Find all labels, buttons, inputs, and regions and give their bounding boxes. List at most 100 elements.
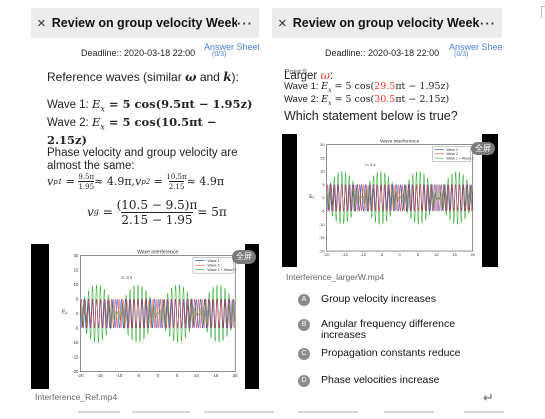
chart-annotation: t= 3 s (121, 275, 132, 280)
phase-velocity-text: Phase velocity and group velocity are al… (47, 147, 238, 172)
y-tick-label: -10 (72, 340, 79, 345)
edge-bracket-mark (541, 6, 545, 18)
right-deadline: Deadline:: 2020-03-18 22:00 (325, 48, 440, 58)
return-arrow-icon: ↵ (483, 390, 494, 405)
right-video-caption: Interference_largerW.mp4 (286, 272, 385, 282)
bottom-dashes (0, 405, 545, 419)
right-title-bar: × Review on group velocity Week 2 ··· (272, 8, 502, 38)
x-tick-label: 10 (434, 252, 439, 257)
x-tick-label: -20 (324, 252, 331, 257)
option-c[interactable]: C Propagation constants reduce (298, 348, 488, 360)
right-answer-sheet-link[interactable]: Answer Sheet (449, 42, 502, 52)
more-options-icon[interactable]: ··· (480, 15, 496, 31)
close-icon[interactable]: × (278, 14, 287, 32)
right-wave2-equation: Wave 2: Ex = 5 cos(30.5πt − 2.15z) (284, 94, 450, 108)
y-tick-label: 5 (322, 182, 325, 187)
right-fullscreen-button[interactable]: 全屏 (471, 142, 495, 155)
y-tick-label: -10 (319, 222, 326, 227)
points-label: Point:5 (285, 69, 307, 76)
option-letter: B (298, 319, 310, 331)
left-fullscreen-button[interactable]: 全屏 (232, 250, 256, 264)
legend-entry: Wave 1 (446, 148, 458, 152)
y-tick-label: -15 (72, 355, 79, 360)
x-tick-label: 15 (213, 373, 218, 378)
larger-omega-heading: Point:5 Larger ω: (284, 68, 334, 82)
left-video-caption: Interference_Ref.mp4 (35, 392, 118, 402)
option-b[interactable]: B Angular frequency difference increases (298, 319, 488, 341)
chart-title: Wave interference (380, 139, 420, 145)
more-options-icon[interactable]: ··· (237, 15, 253, 31)
question-text: Which statement below is true? (284, 108, 458, 123)
option-letter: D (298, 375, 310, 387)
x-tick-label: -5 (380, 252, 384, 257)
y-tick-label: 20 (320, 142, 325, 147)
wave1-equation: Wave 1: Ex = 5 cos(9.5πt − 1.95z) (47, 97, 253, 114)
option-text: Phase velocities increase (321, 374, 440, 386)
y-axis-label: Eₓ (309, 194, 314, 200)
right-page-title: Review on group velocity Week 2 (292, 16, 480, 30)
left-title-bar: × Review on group velocity Week 2 ··· (31, 8, 259, 38)
y-tick-label: -20 (319, 248, 326, 253)
y-tick-label: 5 (76, 297, 79, 302)
x-tick-label: -15 (97, 373, 104, 378)
right-answer-count: (0/3) (454, 51, 469, 58)
left-plot-area: Wave interference -20 -15 -10 -5 0 5 10 15 20 20 15… (49, 244, 245, 389)
y-tick-label: 15 (74, 268, 79, 273)
left-question-panel: × Review on group velocity Week 2 ··· De… (31, 8, 259, 403)
x-tick-label: 20 (233, 373, 238, 378)
option-text: Angular frequency difference increases (321, 318, 456, 341)
x-tick-label: 20 (470, 252, 475, 257)
right-plot-area: Wave interference -20 -15 -10 -5 0 5 10 15 20 20 15… (297, 134, 482, 267)
chart-annotation: t= 3 s (365, 162, 375, 167)
legend-entry: Wave 1 (207, 259, 219, 263)
left-deadline-row: Deadline:: 2020-03-18 22:00 Answer Sheet… (31, 38, 259, 60)
y-tick-label: -15 (319, 235, 326, 240)
y-axis-label: Eₓ (62, 310, 68, 316)
x-tick-label: -20 (77, 373, 84, 378)
x-tick-label: 5 (176, 373, 179, 378)
chart-title: Wave interference (137, 250, 178, 256)
left-content: Reference waves (similar ω and k): Wave … (31, 70, 259, 228)
right-wave1-equation: Wave 1: Ex = 5 cos(29.5πt − 1.95z) (284, 81, 450, 94)
x-tick-label: -5 (137, 373, 141, 378)
legend-entry: Wave 1 + Wave 2 (207, 268, 236, 272)
x-tick-label: 5 (417, 252, 420, 257)
left-page-title: Review on group velocity Week 2 (51, 16, 237, 30)
x-tick-label: -15 (342, 252, 349, 257)
y-tick-label: 0 (322, 195, 325, 200)
right-question-panel: × Review on group velocity Week 2 ··· De… (272, 8, 502, 390)
phase-velocity-equation: v p1 = 9.5π 1.95 ≈ 4.9π, v p2 = 10.5π 2.15 ≈… (47, 173, 225, 192)
intro-text: Reference waves (similar ω and k): (47, 70, 239, 84)
option-letter: A (298, 294, 310, 306)
right-video-player[interactable]: Wave interference -20 -15 -10 -5 0 5 10 15 20 20 15… (282, 134, 498, 267)
right-wave-chart: Wave interference -20 -15 -10 -5 0 5 10 15 20 20 15… (309, 139, 475, 257)
legend-entry: Wave 1 + Wave 2 (446, 156, 473, 160)
option-text: Group velocity increases (321, 293, 436, 305)
left-wave-chart: Wave interference -20 -15 -10 -5 0 5 10 15 20 20 15… (62, 250, 238, 378)
right-deadline-row: Deadline:: 2020-03-18 22:00 Answer Sheet… (272, 38, 502, 60)
option-d[interactable]: D Phase velocities increase (298, 375, 488, 387)
option-a[interactable]: A Group velocity increases (298, 294, 488, 306)
left-answer-count: (0/3) (212, 51, 227, 58)
legend-entry: Wave 2 (446, 152, 458, 156)
y-tick-label: -5 (321, 208, 325, 213)
y-tick-label: 20 (74, 253, 79, 258)
series-line-wave-2 (80, 298, 236, 330)
legend-box (192, 257, 234, 274)
left-answer-sheet-link[interactable]: Answer Sheet (204, 42, 259, 52)
wave2-equation: Wave 2: Ex = 5 cos(10.5πt − 2.15z) (47, 114, 217, 147)
series-line-wave-2 (326, 183, 473, 213)
right-content: Point:5 Larger ω: Wave 1: Ex = 5 cos(29.… (284, 68, 498, 123)
left-video-player[interactable]: Wave interference -20 -15 -10 -5 0 5 10 15 20 20 15… (31, 244, 259, 389)
y-tick-label: -5 (75, 326, 79, 331)
x-tick-label: -10 (116, 373, 123, 378)
x-tick-label: -10 (360, 252, 367, 257)
option-letter: C (298, 348, 310, 360)
close-icon[interactable]: × (37, 14, 46, 32)
x-tick-label: 0 (399, 252, 402, 257)
y-tick-label: 10 (74, 282, 79, 287)
left-deadline: Deadline:: 2020-03-18 22:00 (81, 48, 196, 58)
y-tick-label: 15 (320, 155, 325, 160)
legend-entry: Wave 2 (207, 264, 219, 268)
